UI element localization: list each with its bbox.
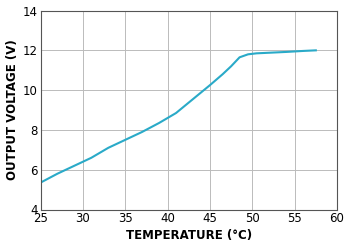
Y-axis label: OUTPUT VOLTAGE (V): OUTPUT VOLTAGE (V) bbox=[6, 40, 19, 180]
X-axis label: TEMPERATURE (°C): TEMPERATURE (°C) bbox=[126, 229, 252, 243]
